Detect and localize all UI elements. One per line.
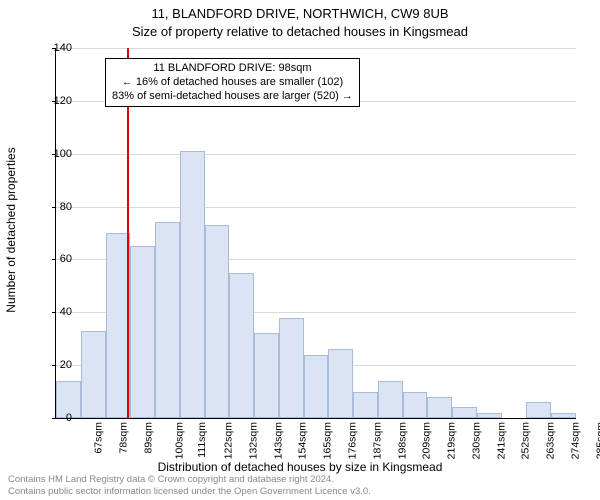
histogram-bar <box>551 413 576 418</box>
annotation-box: 11 BLANDFORD DRIVE: 98sqm ← 16% of detac… <box>105 58 360 107</box>
xtick-label: 78sqm <box>118 422 130 454</box>
xtick-label: 165sqm <box>322 422 334 459</box>
histogram-bar <box>328 349 353 418</box>
histogram-bar <box>81 331 106 418</box>
xtick-label: 67sqm <box>93 422 105 454</box>
xtick-label: 100sqm <box>173 422 185 459</box>
xtick-label: 230sqm <box>470 422 482 459</box>
ytick-label: 60 <box>32 253 72 265</box>
chart-title-line2: Size of property relative to detached ho… <box>0 24 600 39</box>
histogram-bar <box>180 151 205 418</box>
xtick-label: 285sqm <box>594 422 600 459</box>
histogram-bar <box>526 402 551 418</box>
ytick-label: 100 <box>32 148 72 160</box>
ytick-label: 20 <box>32 359 72 371</box>
xtick-label: 274sqm <box>569 422 581 459</box>
histogram-bar <box>452 407 477 418</box>
annotation-line: ← 16% of detached houses are smaller (10… <box>112 76 353 90</box>
ytick-label: 0 <box>32 412 72 424</box>
annotation-line: 11 BLANDFORD DRIVE: 98sqm <box>112 62 353 76</box>
ytick-label: 80 <box>32 201 72 213</box>
histogram-bar <box>403 392 428 418</box>
x-axis-label: Distribution of detached houses by size … <box>0 460 600 474</box>
xtick-label: 122sqm <box>223 422 235 459</box>
histogram-bar <box>279 318 304 418</box>
ytick-label: 120 <box>32 95 72 107</box>
gridline <box>56 48 576 49</box>
xtick-label: 252sqm <box>520 422 532 459</box>
ytick-label: 40 <box>32 306 72 318</box>
histogram-bar <box>254 333 279 418</box>
gridline <box>56 207 576 208</box>
xtick-label: 219sqm <box>445 422 457 459</box>
ytick-label: 140 <box>32 42 72 54</box>
histogram-bar <box>304 355 329 418</box>
xtick-label: 198sqm <box>396 422 408 459</box>
xtick-label: 111sqm <box>196 422 208 458</box>
xtick-label: 89sqm <box>142 422 154 454</box>
histogram-bar <box>130 246 155 418</box>
chart-title-line1: 11, BLANDFORD DRIVE, NORTHWICH, CW9 8UB <box>0 6 600 21</box>
histogram-bar <box>155 222 180 418</box>
histogram-bar <box>378 381 403 418</box>
gridline <box>56 154 576 155</box>
xtick-label: 154sqm <box>297 422 309 459</box>
xtick-label: 209sqm <box>421 422 433 459</box>
footer-line: Contains HM Land Registry data © Crown c… <box>8 474 371 485</box>
xtick-label: 241sqm <box>495 422 507 459</box>
histogram-bar <box>353 392 378 418</box>
xtick-label: 143sqm <box>272 422 284 459</box>
histogram-bar <box>427 397 452 418</box>
xtick-label: 176sqm <box>346 422 358 459</box>
xtick-label: 132sqm <box>247 422 259 459</box>
histogram-bar <box>229 273 254 418</box>
chart-container: 11, BLANDFORD DRIVE, NORTHWICH, CW9 8UB … <box>0 0 600 500</box>
y-axis-label: Number of detached properties <box>4 147 18 312</box>
footer-attribution: Contains HM Land Registry data © Crown c… <box>8 474 371 497</box>
annotation-line: 83% of semi-detached houses are larger (… <box>112 90 353 104</box>
xtick-label: 187sqm <box>371 422 383 459</box>
xtick-label: 263sqm <box>544 422 556 459</box>
footer-line: Contains public sector information licen… <box>8 486 371 497</box>
histogram-bar <box>205 225 230 418</box>
histogram-bar <box>477 413 502 418</box>
